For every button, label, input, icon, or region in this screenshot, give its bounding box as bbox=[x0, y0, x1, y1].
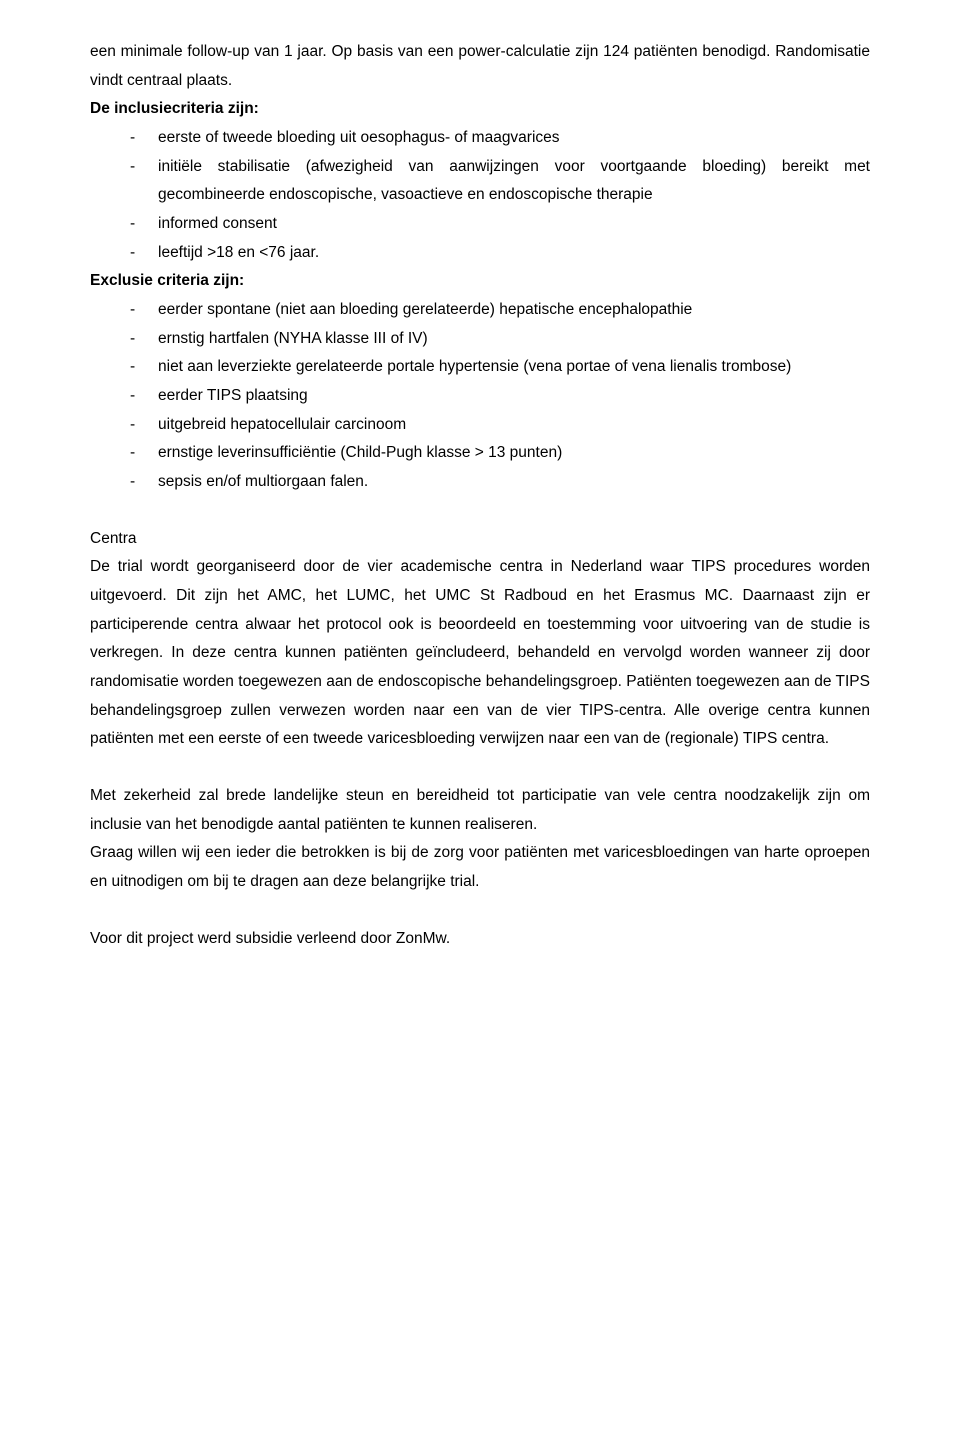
centra-body: De trial wordt georganiseerd door de vie… bbox=[90, 553, 870, 754]
exclusie-heading-text: Exclusie criteria zijn: bbox=[90, 272, 244, 289]
list-item: eerder spontane (niet aan bloeding gerel… bbox=[130, 296, 870, 325]
document-page: een minimale follow-up van 1 jaar. Op ba… bbox=[0, 0, 960, 1448]
inclusie-list: eerste of tweede bloeding uit oesophagus… bbox=[90, 124, 870, 267]
list-item: sepsis en/of multiorgaan falen. bbox=[130, 468, 870, 497]
list-item: eerste of tweede bloeding uit oesophagus… bbox=[130, 124, 870, 153]
list-item: uitgebreid hepatocellulair carcinoom bbox=[130, 411, 870, 440]
centra-heading: Centra bbox=[90, 525, 870, 554]
list-item: leeftijd >18 en <76 jaar. bbox=[130, 239, 870, 268]
spacer bbox=[90, 897, 870, 925]
list-item: informed consent bbox=[130, 210, 870, 239]
list-item: ernstige leverinsufficiëntie (Child-Pugh… bbox=[130, 439, 870, 468]
list-item: niet aan leverziekte gerelateerde portal… bbox=[130, 353, 870, 382]
closing-paragraph-1: Met zekerheid zal brede landelijke steun… bbox=[90, 782, 870, 839]
footer-paragraph: Voor dit project werd subsidie verleend … bbox=[90, 925, 870, 954]
list-item: initiële stabilisatie (afwezigheid van a… bbox=[130, 153, 870, 210]
closing-paragraph-2: Graag willen wij een ieder die betrokken… bbox=[90, 839, 870, 896]
spacer bbox=[90, 754, 870, 782]
inclusie-heading-text: De inclusiecriteria zijn: bbox=[90, 100, 259, 117]
spacer bbox=[90, 497, 870, 525]
exclusie-list: eerder spontane (niet aan bloeding gerel… bbox=[90, 296, 870, 497]
inclusie-heading: De inclusiecriteria zijn: bbox=[90, 95, 870, 124]
intro-paragraph: een minimale follow-up van 1 jaar. Op ba… bbox=[90, 38, 870, 95]
list-item: ernstig hartfalen (NYHA klasse III of IV… bbox=[130, 325, 870, 354]
list-item: eerder TIPS plaatsing bbox=[130, 382, 870, 411]
exclusie-heading: Exclusie criteria zijn: bbox=[90, 267, 870, 296]
